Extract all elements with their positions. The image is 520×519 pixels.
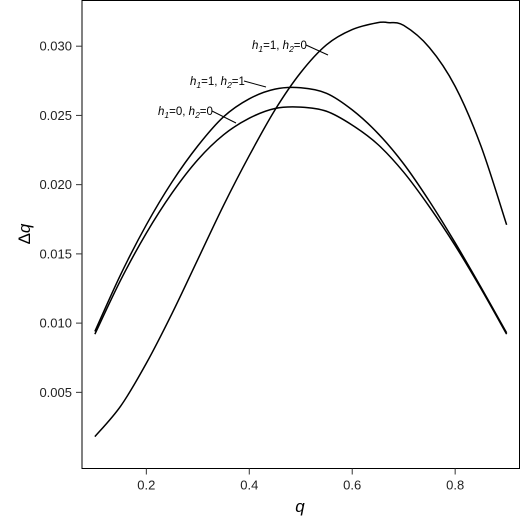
label-part: 2 [226, 80, 232, 90]
label-part: =0 [200, 106, 213, 118]
series-h1-1-h2-1-line [94, 86, 508, 334]
label-part: h [221, 76, 227, 88]
label-h1-0-h2-0-leader [211, 110, 237, 124]
series-lines [94, 21, 508, 438]
label-part: h [158, 106, 164, 118]
label-h1-1-h2-0: h1=1, h2=0 [252, 40, 307, 54]
label-h1-1-h2-0-leader [305, 44, 329, 56]
label-part: =1 [232, 76, 245, 88]
label-part: =1, [263, 40, 283, 52]
x-tick-label: 0.8 [446, 478, 464, 493]
series-h1-0-h2-0-line [94, 106, 508, 335]
x-axis-ticks: 0.2 0.4 0.6 0.8 [137, 468, 464, 493]
y-tick-label: 0.025 [39, 108, 72, 123]
y-tick-label: 0.020 [39, 177, 72, 192]
label-part: =0, [169, 106, 189, 118]
x-axis-label: q [295, 497, 305, 516]
label-h1-0-h2-0: h1=0, h2=0 [158, 106, 213, 120]
y-tick-label: 0.005 [39, 385, 72, 400]
x-tick-label: 0.2 [137, 478, 155, 493]
y-axis-ticks: 0.005 0.010 0.015 0.020 0.025 0.030 [39, 39, 82, 400]
label-part: 2 [288, 44, 294, 54]
x-tick-label: 0.4 [240, 478, 258, 493]
label-part: 2 [194, 110, 200, 120]
y-axis-label-var: q [15, 223, 34, 233]
label-part: 1 [258, 44, 263, 54]
label-h1-1-h2-1-leader [243, 80, 267, 88]
label-part: h [189, 106, 195, 118]
label-part: 1 [164, 110, 169, 120]
y-axis-label: Δq [15, 223, 34, 244]
label-part: =1, [201, 76, 221, 88]
y-tick-label: 0.010 [39, 316, 72, 331]
label-part: h [252, 40, 258, 52]
y-tick-label: 0.015 [39, 246, 72, 261]
series-h1-1-h2-0-line [94, 21, 508, 438]
label-part: h [283, 40, 289, 52]
y-tick-label: 0.030 [39, 39, 72, 54]
label-h1-1-h2-1: h1=1, h2=1 [190, 76, 245, 90]
series-labels: h1=0, h2=0h1=1, h2=1h1=1, h2=0 [158, 40, 329, 124]
plot-frame [81, 0, 520, 469]
x-tick-label: 0.6 [343, 478, 361, 493]
y-axis-label-delta: Δ [15, 233, 34, 244]
label-part: 1 [196, 80, 201, 90]
label-part: =0 [294, 40, 307, 52]
label-part: h [190, 76, 196, 88]
